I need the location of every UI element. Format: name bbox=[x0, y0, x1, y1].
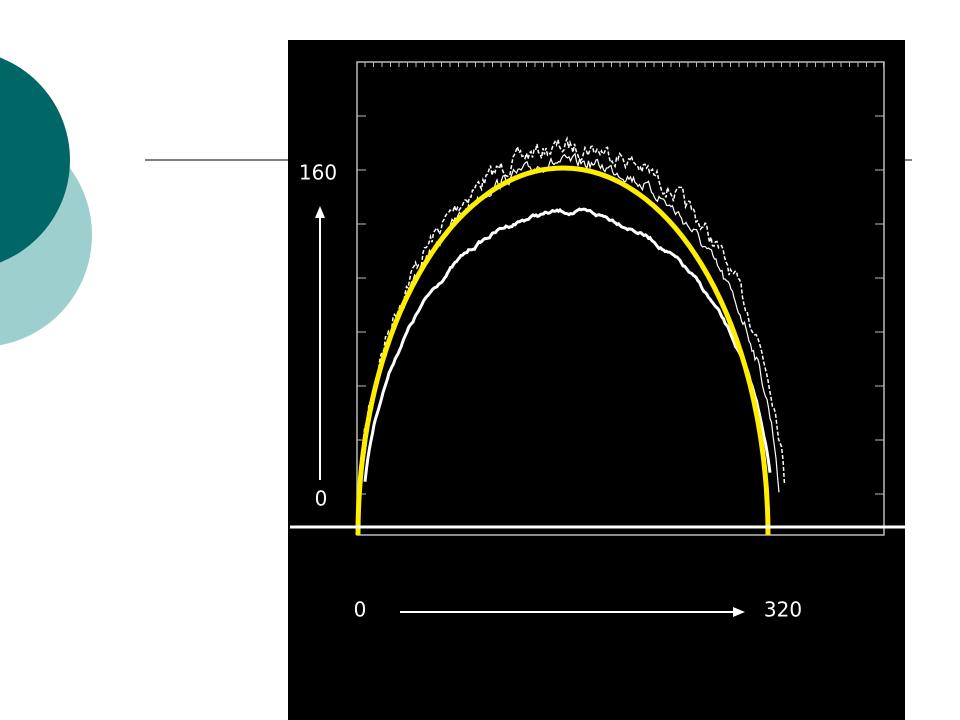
x-label-left: 0 bbox=[354, 598, 367, 622]
fit-arc bbox=[355, 165, 771, 536]
decor-circle-dark bbox=[0, 57, 70, 263]
x-label-right: 320 bbox=[764, 598, 802, 622]
y-label-bottom: 0 bbox=[315, 487, 328, 511]
y-arrow-head bbox=[315, 206, 325, 218]
plot-image bbox=[288, 40, 905, 720]
noisy-profile bbox=[359, 135, 786, 486]
smooth-profile bbox=[363, 207, 772, 482]
frame-ticks bbox=[357, 61, 884, 495]
y-label-top: 160 bbox=[299, 161, 337, 185]
x-arrow-head bbox=[733, 607, 745, 617]
